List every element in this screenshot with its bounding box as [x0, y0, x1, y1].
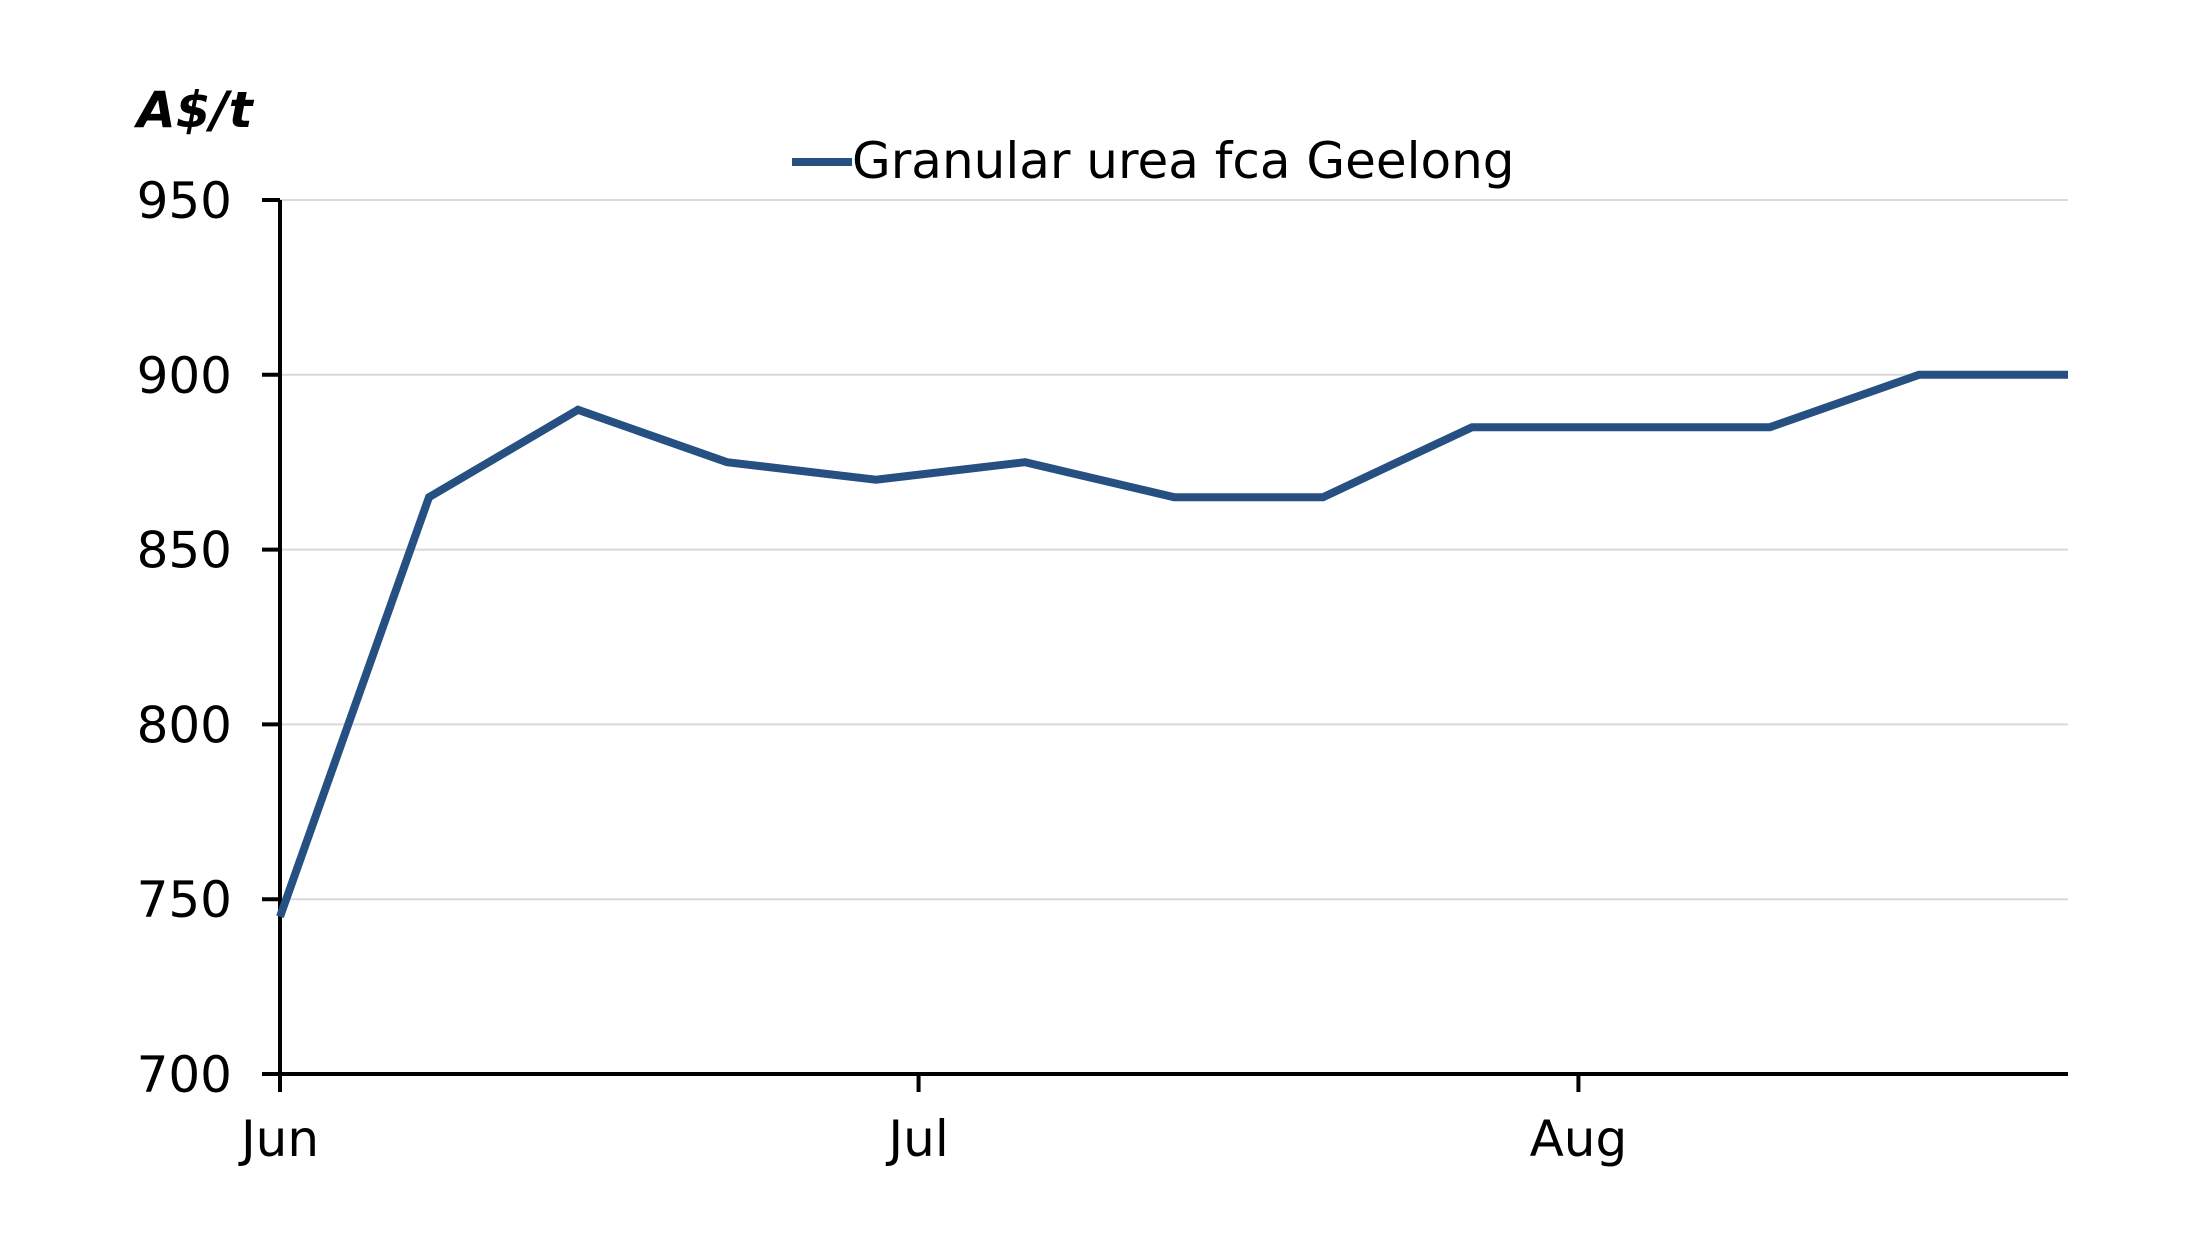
axes: [278, 200, 2068, 1076]
x-tick-label-jul: Jul: [885, 1110, 948, 1168]
x-axis-ticks: Jun Jul Aug: [238, 1074, 1627, 1168]
y-tick-label-950: 950: [137, 172, 232, 230]
x-tick-label-jun: Jun: [238, 1110, 319, 1168]
y-axis-unit-label: A$/t: [133, 81, 255, 139]
series-line-granular-urea: [276, 370, 2068, 919]
series-layer: [276, 370, 2069, 919]
gridlines: [280, 199, 2068, 901]
legend-series-label: Granular urea fca Geelong: [852, 132, 1515, 190]
y-tick-label-800: 800: [137, 696, 232, 754]
y-axis-ticks: 700 750 800 850 900 950: [137, 172, 280, 1104]
y-tick-label-850: 850: [137, 522, 232, 580]
y-tick-label-900: 900: [137, 347, 232, 405]
y-tick-label-750: 750: [137, 871, 232, 929]
legend: Granular urea fca Geelong: [792, 132, 1515, 190]
x-tick-label-aug: Aug: [1530, 1110, 1628, 1168]
y-tick-label-700: 700: [137, 1046, 232, 1104]
